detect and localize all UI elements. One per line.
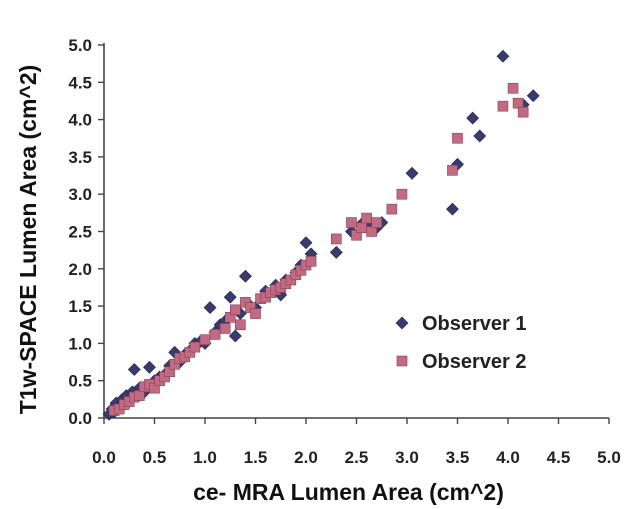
data-point bbox=[466, 111, 480, 125]
data-point bbox=[371, 217, 383, 228]
y-tick-label: 3.0 bbox=[68, 185, 92, 204]
series-2 bbox=[108, 82, 529, 416]
y-tick-label: 0.0 bbox=[68, 409, 92, 428]
data-point bbox=[209, 329, 221, 340]
data-point bbox=[235, 319, 246, 331]
x-tick-label: 4.5 bbox=[547, 448, 571, 467]
data-point bbox=[452, 132, 463, 144]
x-tick-label: 2.5 bbox=[345, 448, 369, 467]
data-point bbox=[230, 304, 241, 316]
data-point bbox=[330, 233, 342, 245]
data-point bbox=[299, 236, 313, 250]
data-point bbox=[386, 203, 398, 215]
data-point bbox=[346, 217, 357, 228]
legend-marker bbox=[395, 316, 409, 330]
data-point bbox=[447, 165, 458, 176]
data-point bbox=[305, 256, 317, 267]
data-point bbox=[250, 308, 261, 319]
data-point bbox=[405, 166, 419, 180]
x-tick-label: 2.0 bbox=[294, 448, 318, 467]
data-point bbox=[189, 341, 201, 353]
x-tick-labels: 0.0 0.5 1.0 1.5 2.0 2.5 3.0 3.5 4.0 4.5 5.0 bbox=[92, 448, 621, 467]
axes bbox=[98, 43, 610, 424]
x-tick-label: 1.0 bbox=[193, 448, 217, 467]
data-point bbox=[361, 212, 372, 224]
data-point bbox=[396, 188, 408, 200]
data-point bbox=[356, 222, 367, 234]
y-tick-label: 4.5 bbox=[68, 73, 92, 92]
x-tick-label: 3.5 bbox=[446, 448, 470, 467]
legend: Observer 1 Observer 2 bbox=[395, 313, 527, 373]
y-tick-label: 5.0 bbox=[68, 36, 92, 55]
legend-label: Observer 1 bbox=[422, 313, 527, 335]
data-point bbox=[219, 323, 231, 334]
legend-label: Observer 2 bbox=[422, 351, 527, 373]
legend-marker bbox=[396, 355, 408, 367]
data-point bbox=[473, 129, 487, 143]
data-point bbox=[507, 82, 519, 94]
x-tick-label: 4.0 bbox=[496, 448, 520, 467]
data-points bbox=[102, 49, 540, 421]
x-tick-label: 5.0 bbox=[597, 448, 621, 467]
y-tick-labels: 0.0 0.5 1.0 1.5 2.0 2.5 3.0 3.5 4.0 4.5 5.0 bbox=[68, 36, 92, 428]
data-point bbox=[497, 100, 509, 112]
data-point bbox=[203, 301, 217, 315]
x-tick-label: 0.0 bbox=[92, 448, 116, 467]
data-point bbox=[329, 245, 343, 259]
data-point bbox=[228, 329, 242, 343]
y-tick-label: 0.5 bbox=[68, 372, 92, 391]
y-tick-label: 2.5 bbox=[68, 223, 92, 242]
data-point bbox=[366, 226, 377, 237]
x-axis-title: ce- MRA Lumen Area (cm^2) bbox=[193, 479, 504, 505]
data-point bbox=[199, 334, 211, 345]
data-point bbox=[526, 89, 540, 103]
x-tick-label: 1.5 bbox=[244, 448, 268, 467]
data-point bbox=[127, 363, 141, 376]
y-tick-label: 3.5 bbox=[68, 148, 92, 167]
data-point bbox=[134, 390, 145, 401]
data-point bbox=[446, 202, 459, 216]
y-tick-label: 1.5 bbox=[68, 297, 92, 316]
x-tick-label: 3.0 bbox=[395, 448, 419, 467]
y-tick-label: 1.0 bbox=[68, 334, 92, 353]
x-tick-label: 0.5 bbox=[143, 448, 167, 467]
data-point bbox=[238, 269, 252, 283]
y-axis-title: T1w-SPACE Lumen Area (cm^2) bbox=[15, 65, 41, 415]
data-point bbox=[223, 290, 237, 304]
data-point bbox=[512, 97, 524, 109]
data-point bbox=[496, 49, 510, 63]
y-tick-label: 4.0 bbox=[68, 111, 92, 130]
y-tick-label: 2.0 bbox=[68, 260, 92, 279]
data-point bbox=[143, 360, 156, 374]
data-point bbox=[517, 106, 529, 118]
